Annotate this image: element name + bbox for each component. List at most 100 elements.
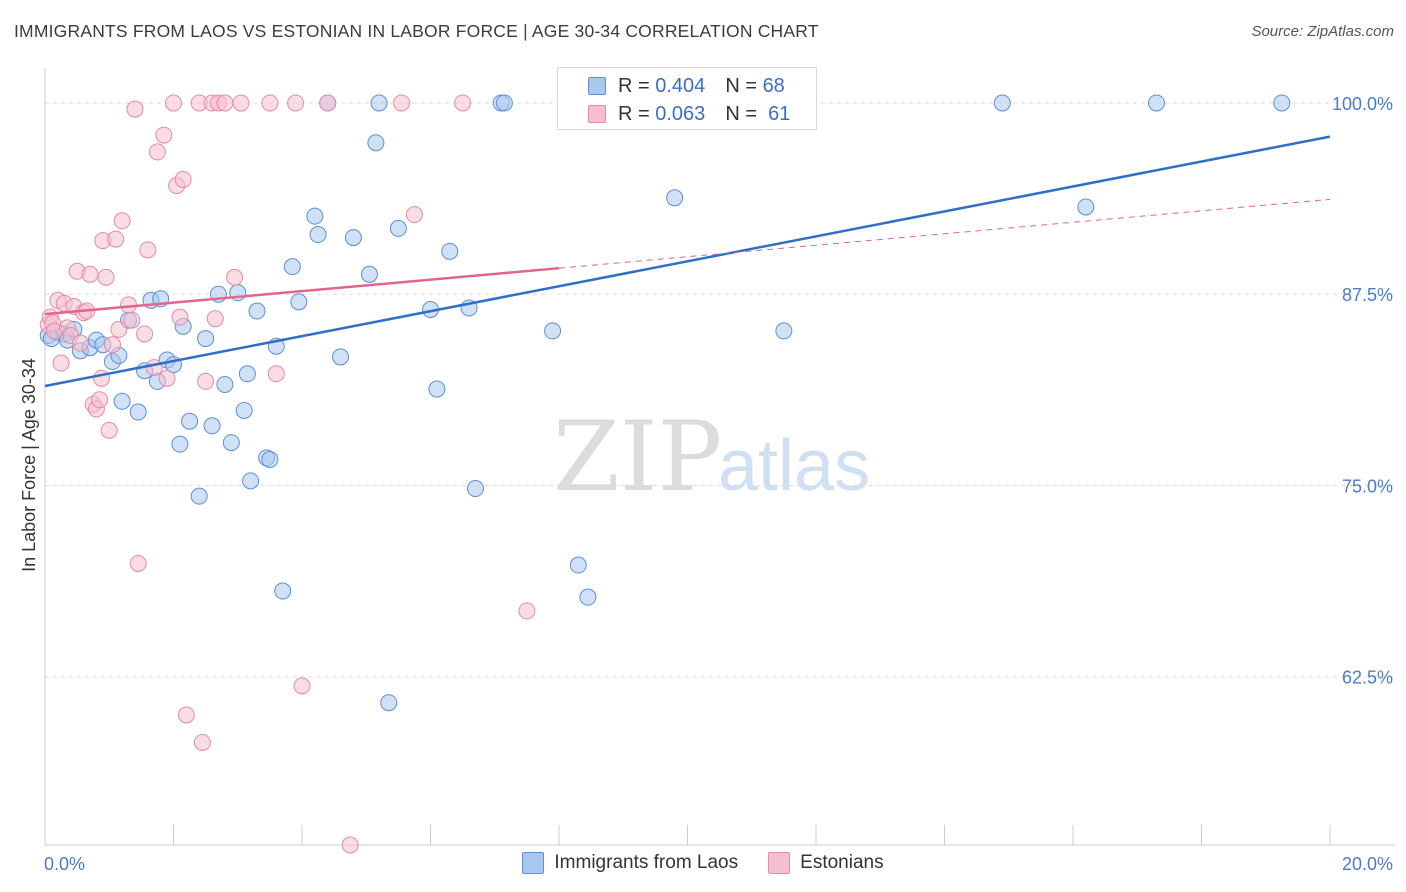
chart-title: IMMIGRANTS FROM LAOS VS ESTONIAN IN LABO… [14, 21, 819, 41]
estonian-point [158, 369, 176, 387]
laos-trend-line [44, 135, 1331, 388]
estonian-point [100, 421, 118, 439]
estonian-point [405, 206, 423, 224]
blue-swatch-icon [588, 77, 606, 95]
estonian-trend-line [44, 266, 560, 316]
y-tick-label: 100.0% [1332, 94, 1393, 114]
r-value: 0.404 [655, 74, 706, 97]
laos-point [309, 226, 327, 244]
watermark-atlas: atlas [718, 426, 870, 506]
estonian-point [171, 308, 189, 326]
y-tick-label: 75.0% [1342, 476, 1393, 496]
estonian-point [126, 100, 144, 118]
stats-row-estonians: R = 0.063 N = 61 [558, 100, 790, 128]
laos-point [993, 94, 1011, 112]
estonian-point [81, 265, 99, 283]
estonian-point [216, 94, 234, 112]
estonian-point [97, 268, 115, 286]
y-tick-label: 87.5% [1342, 285, 1393, 305]
laos-point [389, 219, 407, 237]
estonian-point [261, 94, 279, 112]
laos-point [367, 134, 385, 152]
estonian-point [71, 334, 89, 352]
estonian-point [139, 241, 157, 259]
estonian-point [197, 372, 215, 390]
legend-item-estonians[interactable]: Estonians [768, 852, 884, 874]
laos-point [1077, 198, 1095, 216]
legend-item-laos[interactable]: Immigrants from Laos [522, 852, 738, 874]
laos-point [1148, 94, 1166, 112]
estonian-point [155, 126, 173, 144]
laos-point [248, 302, 266, 320]
estonian-point [103, 336, 121, 354]
estonian-point [319, 94, 337, 112]
r-label: R = [618, 102, 650, 125]
laos-point [775, 322, 793, 340]
y-axis-label: In Labor Force | Age 30-34 [19, 358, 39, 572]
estonian-point [107, 230, 125, 248]
laos-point [495, 94, 513, 112]
laos-point [235, 401, 253, 419]
estonian-point [267, 365, 285, 383]
estonian-point [206, 310, 224, 328]
laos-point [466, 480, 484, 498]
estonian-point [110, 320, 128, 338]
r-value: 0.063 [655, 102, 706, 125]
laos-point [181, 412, 199, 430]
n-value: 61 [768, 102, 791, 125]
source-label: Source: ZipAtlas.com [1251, 23, 1394, 40]
estonian-point [193, 733, 211, 751]
legend-label: Estonians [800, 852, 884, 873]
laos-point [274, 582, 292, 600]
laos-point [129, 403, 147, 421]
laos-point [190, 487, 208, 505]
laos-point [370, 94, 388, 112]
laos-point [290, 293, 308, 311]
stats-row-laos: R = 0.404 N = 68 [558, 72, 785, 100]
estonian-point [165, 94, 182, 112]
laos-point [283, 258, 301, 276]
estonian-point [129, 554, 147, 572]
laos-point [569, 556, 587, 574]
estonian-point [123, 311, 141, 329]
laos-point [238, 365, 256, 383]
laos-point [544, 322, 562, 340]
laos-point [344, 229, 362, 247]
estonian-point [287, 94, 305, 112]
laos-point [306, 207, 324, 225]
laos-point [332, 348, 350, 366]
axis-layer: 62.5% 75.0% 87.5% 100.0% 0.0% 20.0% [44, 68, 1395, 874]
trend-layer [44, 135, 1331, 388]
laos-point [441, 242, 459, 260]
laos-point [113, 392, 131, 410]
estonian-point [341, 836, 359, 854]
laos-point [242, 472, 260, 490]
laos-point [579, 588, 597, 606]
watermark-zip: ZIP [553, 401, 722, 513]
laos-point [222, 434, 240, 452]
estonian-point [293, 677, 311, 695]
laos-point [428, 380, 446, 398]
laos-point [261, 450, 279, 468]
estonian-point [174, 170, 192, 188]
legend-pink-swatch-icon [768, 852, 791, 874]
estonian-point [52, 354, 70, 372]
pink-swatch-icon [588, 105, 606, 123]
laos-point [360, 265, 378, 283]
estonian-point [177, 706, 195, 724]
legend: Immigrants from Laos Estonians [0, 852, 1406, 874]
estonian-point [113, 212, 131, 230]
grid-layer [45, 102, 1395, 678]
laos-point [216, 375, 234, 393]
r-label: R = [618, 74, 650, 97]
estonian-trend-line-dashed [558, 198, 1331, 269]
stats-box: R = 0.404 N = 68 R = 0.063 N = 61 [557, 67, 817, 130]
laos-point [380, 694, 398, 712]
laos-point [1273, 94, 1291, 112]
n-value: 68 [762, 74, 785, 97]
estonian-point [454, 94, 472, 112]
estonian-point [226, 268, 244, 286]
estonian-point [518, 602, 536, 620]
laos-point [666, 189, 684, 207]
